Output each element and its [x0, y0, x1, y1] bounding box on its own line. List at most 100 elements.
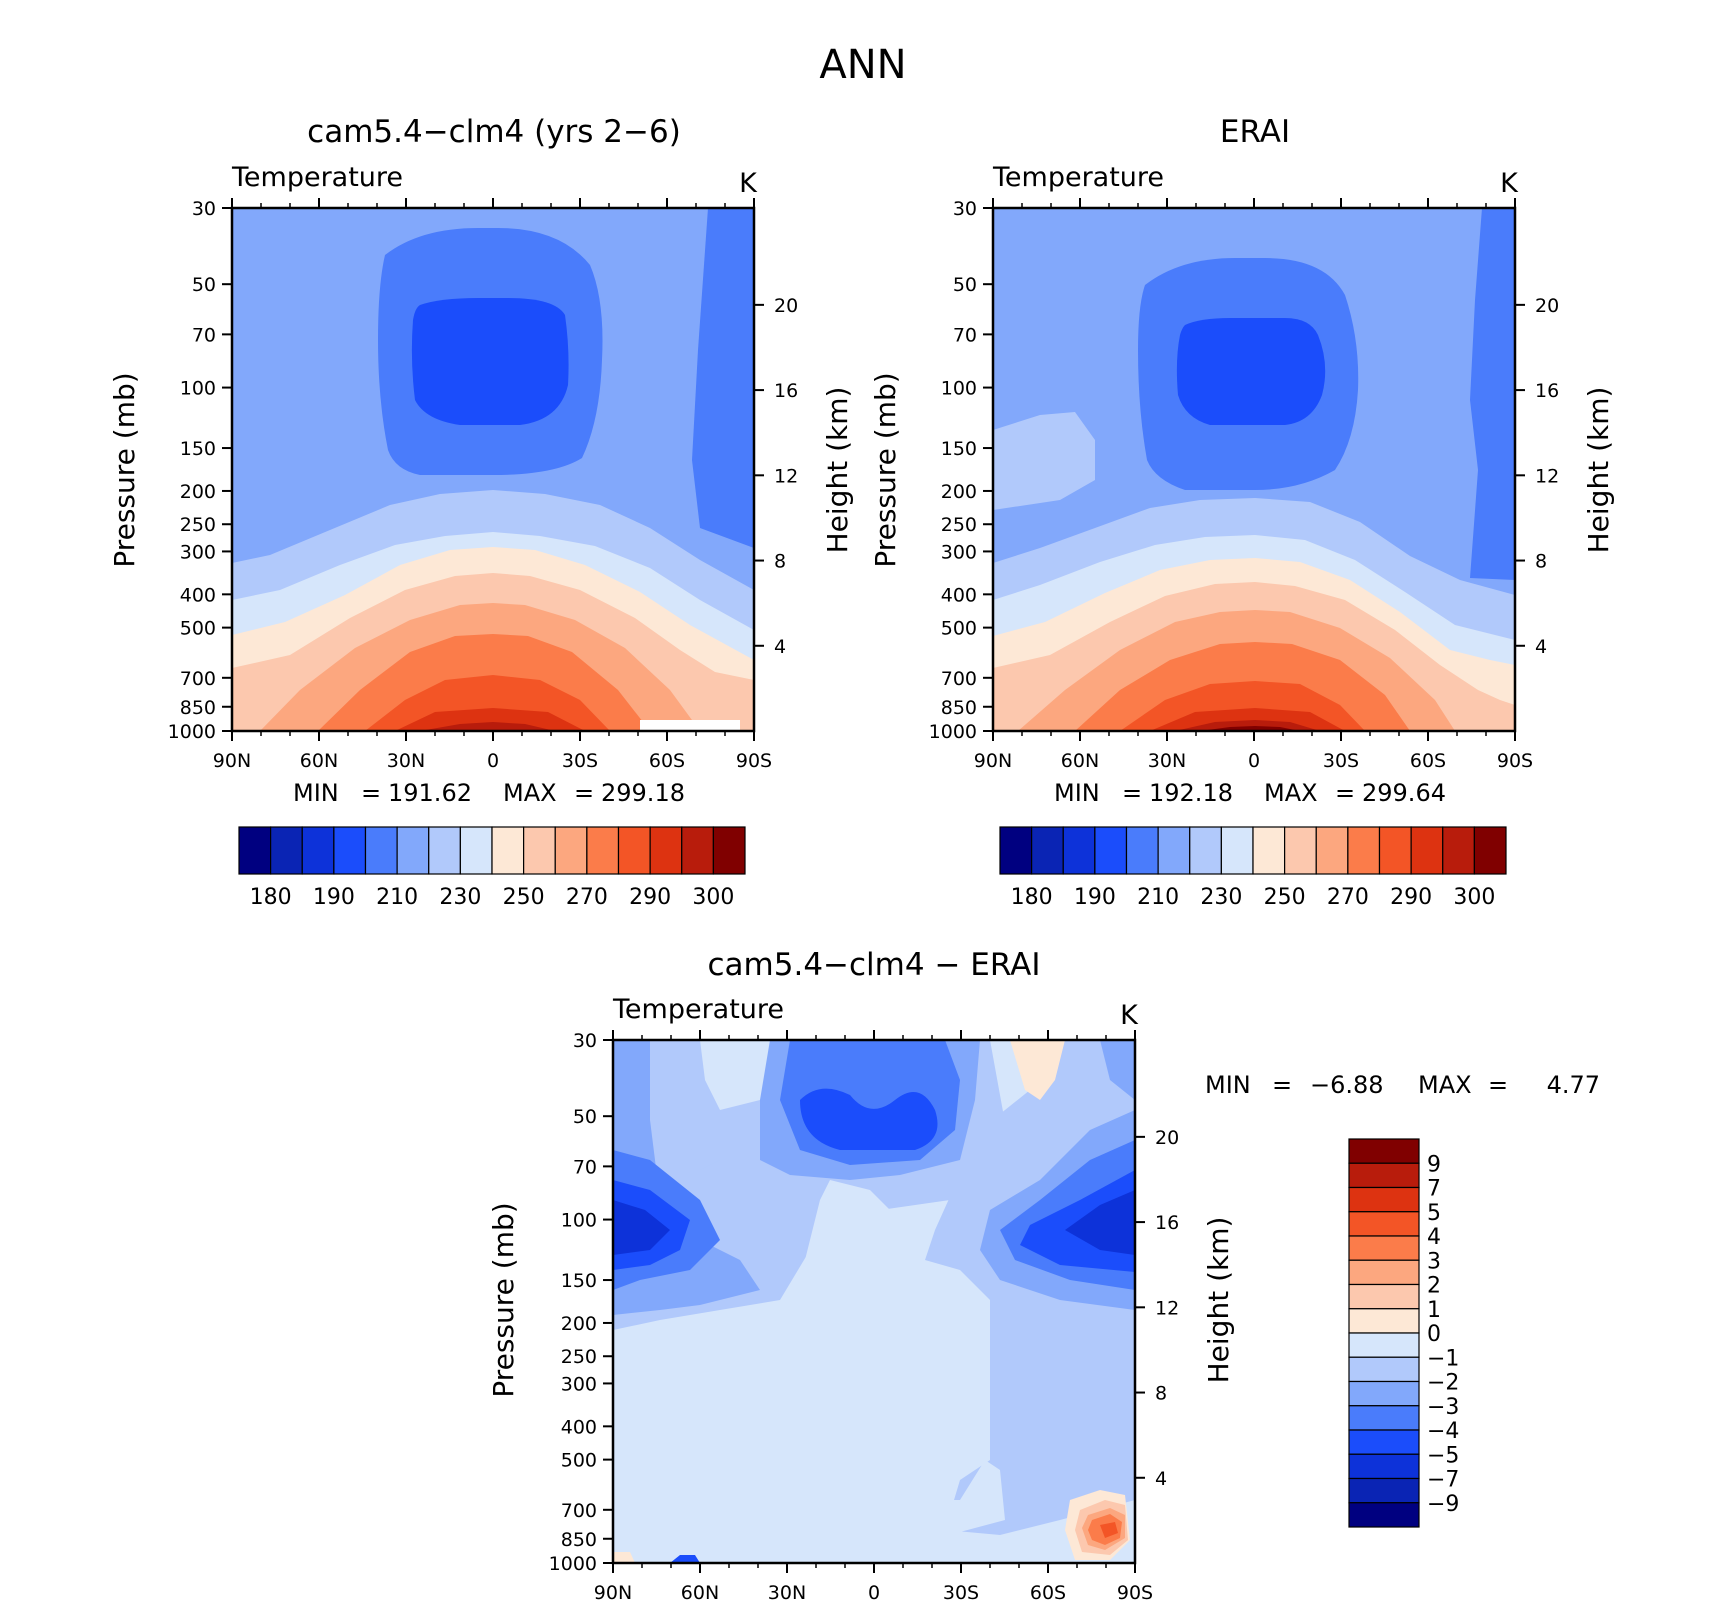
colorbar-swatch: [1157, 826, 1191, 875]
panel-obs-min-value: 192.18: [1149, 779, 1233, 807]
panel-model-axes: 305070100150200250300400500700850100090N…: [168, 198, 798, 772]
height-tick-label: 20: [1535, 295, 1559, 317]
colorbar-swatch: [1189, 826, 1222, 875]
colorbar-label: 5: [1427, 1201, 1441, 1226]
pressure-tick-label: 500: [180, 618, 216, 640]
pressure-tick-label: 50: [192, 274, 216, 296]
colorbar-swatch: [1348, 1235, 1420, 1261]
panel-obs-ylabel: Pressure (mb): [869, 372, 902, 567]
colorbar-swatch: [1062, 826, 1096, 875]
pressure-tick-label: 150: [561, 1270, 597, 1292]
contour-fill: [395, 708, 585, 731]
pressure-tick-label: 500: [941, 618, 977, 640]
colorbar-swatch: [1348, 1380, 1420, 1407]
colorbar-obs: 180 190 210 230 250 270 290 300: [999, 826, 1507, 910]
pressure-tick-label: 850: [941, 697, 977, 719]
panel-model-max-value: 299.18: [601, 779, 685, 807]
contour-fill: [670, 1555, 700, 1563]
latitude-tick-label: 60N: [1061, 750, 1099, 772]
colorbar-label: 0: [1427, 1322, 1441, 1347]
colorbar-label: 9: [1427, 1152, 1441, 1177]
colorbar-label: 3: [1427, 1249, 1441, 1274]
panel-obs-variable: Temperature: [992, 162, 1164, 193]
colorbar-swatch: [1094, 826, 1128, 875]
pressure-tick-label: 400: [180, 584, 216, 606]
colorbar-swatch: [523, 826, 556, 875]
contour-fill: [700, 1040, 780, 1110]
colorbar-swatch: [1348, 1283, 1420, 1310]
colorbar-swatch: [1442, 826, 1475, 875]
latitude-tick-label: 30N: [1148, 750, 1186, 772]
colorbar-label: 270: [566, 885, 608, 910]
colorbar-label: −9: [1427, 1492, 1459, 1517]
contour-fill: [993, 412, 1095, 510]
colorbar-swatch: [1348, 1162, 1420, 1189]
colorbar-swatch: [1348, 1405, 1420, 1431]
contour-fill: [1065, 1190, 1135, 1255]
pressure-tick-label: 850: [180, 697, 216, 719]
colorbar-swatch: [364, 826, 398, 875]
colorbar-model: 180 190 210 230 250 270 290 300: [238, 826, 746, 910]
pressure-tick-label: 200: [180, 481, 216, 503]
pressure-tick-label: 250: [941, 514, 977, 536]
colorbar-swatch: [459, 826, 493, 875]
contour-fill: [1100, 1522, 1118, 1538]
pressure-tick-label: 250: [180, 514, 216, 536]
height-tick-label: 12: [1535, 465, 1559, 487]
colorbar-swatch: [617, 826, 651, 875]
panel-obs: ERAI Temperature K 305070100150200250300…: [869, 114, 1615, 910]
contour-fill: [613, 1180, 1005, 1563]
panel-model-units: K: [739, 168, 758, 199]
colorbar-swatch: [1348, 1477, 1420, 1504]
colorbar-swatch: [1378, 826, 1412, 875]
missing-data-mask: [640, 720, 740, 731]
colorbar-label: 290: [629, 885, 671, 910]
pressure-tick-label: 30: [192, 198, 216, 220]
pressure-tick-label: 200: [941, 481, 977, 503]
panel-model-max-eq: =: [574, 779, 594, 807]
contour-fill: [613, 1200, 670, 1255]
height-tick-label: 4: [774, 636, 786, 658]
height-tick-label: 16: [774, 380, 798, 402]
contour-fill: [1176, 318, 1326, 425]
contour-fill: [411, 298, 569, 425]
pressure-tick-label: 700: [180, 668, 216, 690]
contour-fill: [420, 722, 555, 731]
pressure-tick-label: 850: [561, 1529, 597, 1551]
panel-obs-title: ERAI: [1220, 114, 1290, 150]
pressure-tick-label: 300: [941, 541, 977, 563]
latitude-tick-label: 90S: [736, 750, 772, 772]
colorbar-swatch: [491, 826, 525, 875]
panel-diff-ylabel: Pressure (mb): [487, 1202, 520, 1397]
pressure-tick-label: 70: [953, 324, 977, 346]
pressure-tick-label: 200: [561, 1313, 597, 1335]
panel-obs-min-eq: =: [1122, 779, 1142, 807]
panel-diff-title: cam5.4−clm4 − ERAI: [708, 947, 1041, 983]
panel-obs-max-eq: =: [1335, 779, 1355, 807]
contour-fill: [613, 1552, 635, 1563]
colorbar-label: −1: [1427, 1346, 1459, 1371]
panel-model-title: cam5.4−clm4 (yrs 2−6): [307, 114, 681, 150]
colorbar-label: 290: [1390, 885, 1432, 910]
pressure-tick-label: 70: [573, 1156, 597, 1178]
latitude-tick-label: 90N: [213, 750, 251, 772]
contour-fill: [1010, 1040, 1065, 1100]
pressure-tick-label: 30: [573, 1030, 597, 1052]
colorbar-label: 230: [1200, 885, 1242, 910]
colorbar-label: −5: [1427, 1443, 1459, 1468]
pressure-tick-label: 100: [561, 1210, 597, 1232]
latitude-tick-label: 30N: [768, 1582, 806, 1600]
colorbar-swatch: [1284, 826, 1317, 875]
panel-diff-axes: 305070100150200250300400500700850100090N…: [549, 1030, 1179, 1604]
colorbar-swatch: [649, 826, 683, 875]
panel-obs-contours: [993, 208, 1515, 731]
panel-diff-contours: [613, 1040, 1135, 1563]
panel-diff: cam5.4−clm4 − ERAI Temperature K: [487, 947, 1600, 1604]
panel-obs-axes: 305070100150200250300400500700850100090N…: [929, 198, 1559, 772]
panel-diff-min-eq: =: [1272, 1071, 1292, 1099]
panel-diff-max-value: 4.77: [1547, 1071, 1600, 1099]
latitude-tick-label: 60S: [1030, 1582, 1066, 1600]
latitude-tick-label: 30S: [562, 750, 598, 772]
pressure-tick-label: 300: [180, 541, 216, 563]
